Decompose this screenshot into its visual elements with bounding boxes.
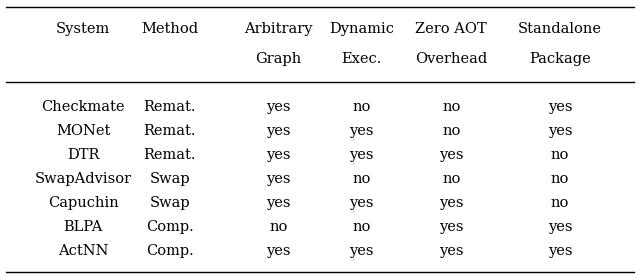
Text: yes: yes <box>548 100 572 114</box>
Text: yes: yes <box>439 148 463 162</box>
Text: yes: yes <box>349 124 374 138</box>
Text: Remat.: Remat. <box>143 100 196 114</box>
Text: yes: yes <box>266 100 291 114</box>
Text: Package: Package <box>529 52 591 66</box>
Text: no: no <box>442 172 460 186</box>
Text: Capuchin: Capuchin <box>48 196 118 210</box>
Text: Overhead: Overhead <box>415 52 487 66</box>
Text: yes: yes <box>439 244 463 258</box>
Text: no: no <box>551 148 569 162</box>
Text: yes: yes <box>349 244 374 258</box>
Text: Graph: Graph <box>255 52 301 66</box>
Text: System: System <box>56 22 110 36</box>
Text: Method: Method <box>141 22 198 36</box>
Text: yes: yes <box>266 148 291 162</box>
Text: Comp.: Comp. <box>146 244 193 258</box>
Text: yes: yes <box>548 220 572 234</box>
Text: no: no <box>353 100 371 114</box>
Text: Checkmate: Checkmate <box>42 100 125 114</box>
Text: no: no <box>551 172 569 186</box>
Text: yes: yes <box>349 196 374 210</box>
Text: no: no <box>551 196 569 210</box>
Text: no: no <box>442 100 460 114</box>
Text: ActNN: ActNN <box>58 244 108 258</box>
Text: Arbitrary: Arbitrary <box>244 22 313 36</box>
Text: Swap: Swap <box>149 172 190 186</box>
Text: Remat.: Remat. <box>143 148 196 162</box>
Text: yes: yes <box>439 220 463 234</box>
Text: yes: yes <box>266 124 291 138</box>
Text: yes: yes <box>349 148 374 162</box>
Text: Dynamic: Dynamic <box>329 22 394 36</box>
Text: Zero AOT: Zero AOT <box>415 22 487 36</box>
Text: Standalone: Standalone <box>518 22 602 36</box>
Text: yes: yes <box>266 196 291 210</box>
Text: yes: yes <box>548 244 572 258</box>
Text: no: no <box>269 220 287 234</box>
Text: yes: yes <box>266 244 291 258</box>
Text: BLPA: BLPA <box>63 220 103 234</box>
Text: yes: yes <box>439 196 463 210</box>
Text: Remat.: Remat. <box>143 124 196 138</box>
Text: MONet: MONet <box>56 124 110 138</box>
Text: no: no <box>442 124 460 138</box>
Text: DTR: DTR <box>67 148 99 162</box>
Text: Comp.: Comp. <box>146 220 193 234</box>
Text: yes: yes <box>548 124 572 138</box>
Text: no: no <box>353 220 371 234</box>
Text: yes: yes <box>266 172 291 186</box>
Text: Exec.: Exec. <box>341 52 382 66</box>
Text: Swap: Swap <box>149 196 190 210</box>
Text: no: no <box>353 172 371 186</box>
Text: SwapAdvisor: SwapAdvisor <box>35 172 132 186</box>
